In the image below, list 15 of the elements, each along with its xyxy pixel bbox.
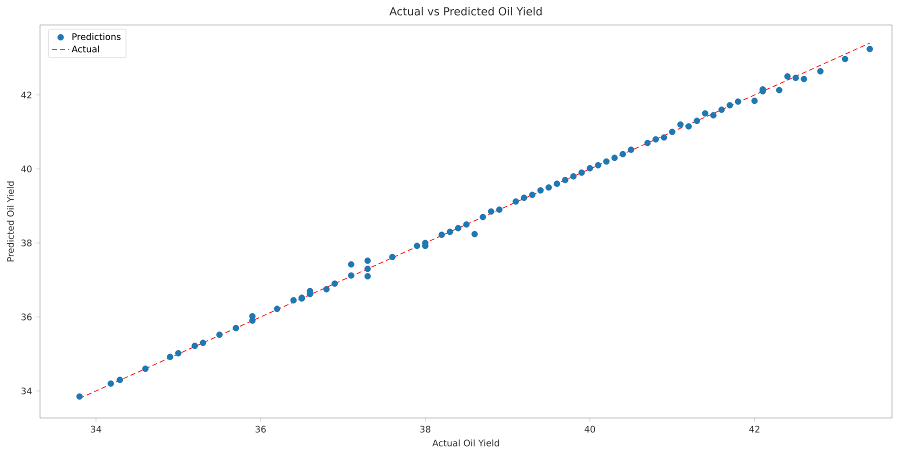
legend-label: Predictions (72, 33, 121, 40)
y-tick-label: 34 (21, 388, 32, 394)
x-tick-label: 40 (584, 426, 596, 433)
y-tick-label: 38 (21, 240, 32, 246)
y-tick-label: 40 (21, 166, 32, 172)
x-tick-label: 42 (749, 426, 760, 432)
x-tick-label: 36 (256, 426, 266, 433)
y-tick-label: 42 (21, 92, 32, 98)
chart-title: Actual vs Predicted Oil Yield (389, 6, 542, 16)
y-axis-title: Predicted Oil Yield (6, 182, 14, 262)
x-tick-label: 34 (90, 426, 102, 433)
x-tick-label: 38 (420, 426, 430, 433)
y-tick-label: 36 (21, 314, 32, 320)
legend-label: Actual (72, 45, 99, 52)
x-axis-title: Actual Oil Yield (432, 439, 499, 446)
